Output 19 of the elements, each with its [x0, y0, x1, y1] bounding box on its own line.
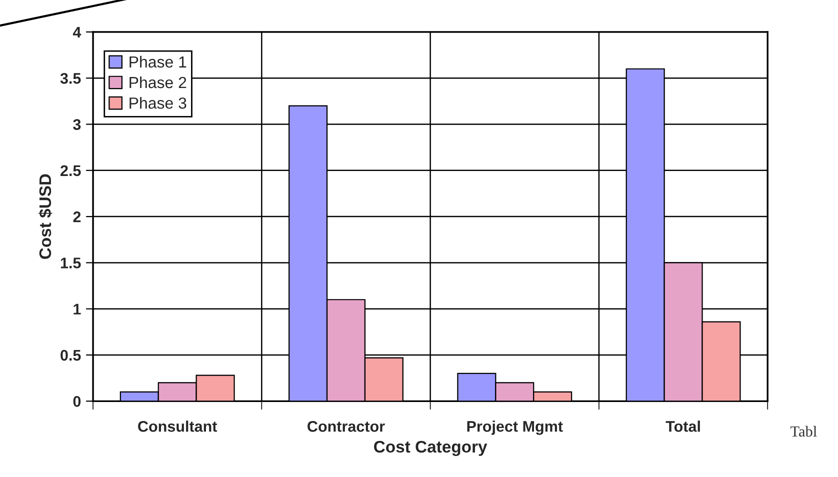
y-axis-title: Cost $USD [38, 174, 52, 259]
x-tick-label: Contractor [308, 421, 385, 432]
y-tick-label: 1 [74, 304, 81, 314]
y-tick-label: 4 [72, 26, 82, 38]
y-tick-label: 3.5 [60, 72, 81, 84]
x-tick-label: Project Mgmt [467, 420, 563, 435]
text: Tabl [790, 426, 817, 437]
x-axis-title: Cost Category [374, 440, 488, 456]
legend-label: Phase 1 [130, 56, 186, 68]
x-tick-label: Consultant [138, 420, 218, 432]
y-tick-label: 1.5 [60, 258, 81, 268]
y-tick-label: 0 [73, 396, 81, 407]
y-tick-label: 3 [73, 119, 81, 130]
y-tick-label: 0.5 [60, 350, 81, 361]
x-tick-label: Total [666, 420, 700, 432]
legend-label: Phase 2 [130, 76, 186, 88]
y-tick-label: 2 [73, 211, 81, 222]
legend-label: Phase 3 [130, 97, 186, 109]
y-tick-label: 2.5 [60, 165, 81, 176]
